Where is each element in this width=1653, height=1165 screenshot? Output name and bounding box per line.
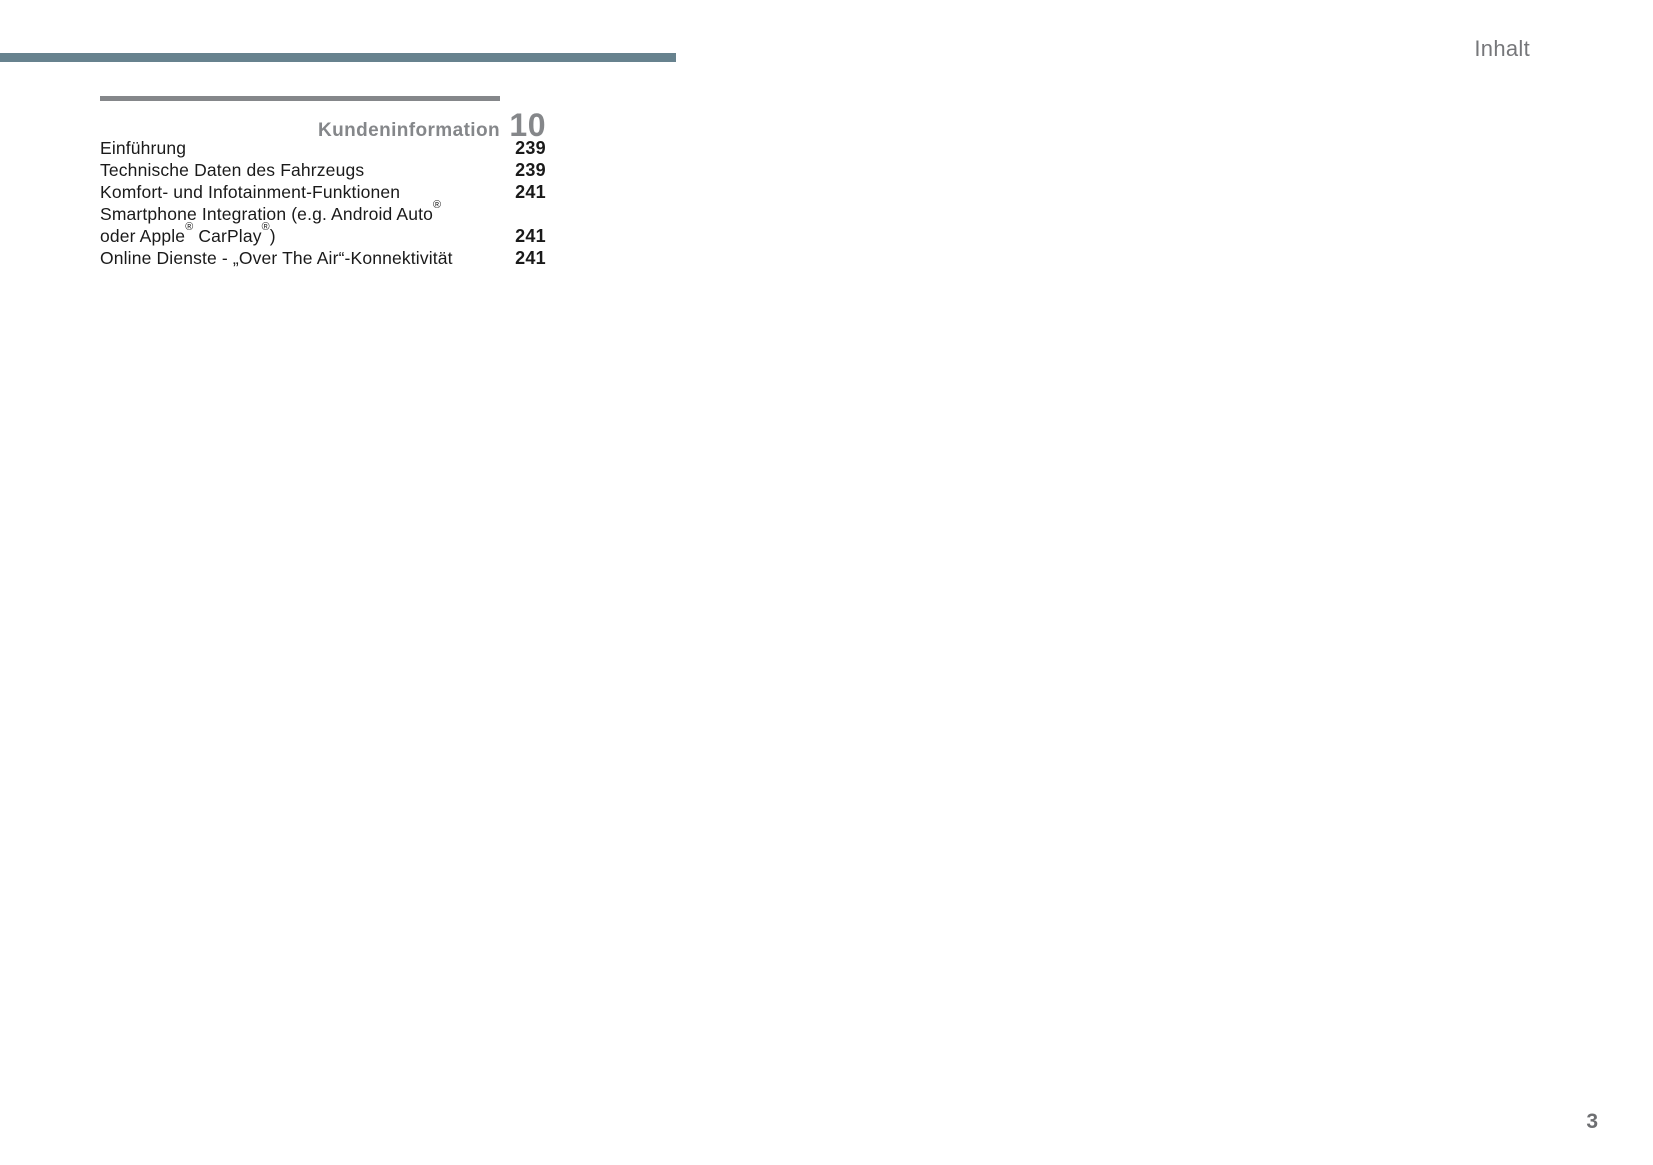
running-head: Inhalt: [1474, 36, 1530, 61]
toc-entry-line: Smartphone Integration (e.g. Android Aut…: [100, 199, 546, 225]
toc-entry: Komfort- und Infotainment-Funktionen 241: [100, 181, 546, 203]
toc-entry-page: 241: [515, 226, 546, 246]
toc-entry-label: Einführung: [100, 138, 187, 158]
toc-entry-page: 239: [515, 160, 546, 180]
toc-entry-label: Technische Daten des Fahrzeugs: [100, 160, 365, 180]
chapter-number: 10: [509, 107, 546, 143]
toc-entry: oder Apple® CarPlay®) 241: [100, 221, 546, 247]
toc-entry-label: Komfort- und Infotainment-Funktionen: [100, 182, 401, 202]
toc-entry: Technische Daten des Fahrzeugs 239: [100, 159, 546, 181]
toc-entry-label: Smartphone Integration (e.g. Android Aut…: [100, 199, 442, 224]
toc-entry-page: 239: [515, 138, 546, 158]
page-number: 3: [1586, 1110, 1598, 1133]
toc-entry-label: Online Dienste - „Over The Air“-Konnekti…: [100, 248, 453, 268]
toc-entry: Online Dienste - „Over The Air“-Konnekti…: [100, 247, 546, 269]
toc-entry: Einführung 239: [100, 137, 546, 159]
toc-entries: Einführung 239 Technische Daten des Fahr…: [100, 137, 546, 269]
chapter-rule: [100, 96, 500, 101]
toc-entry-page: 241: [515, 248, 546, 268]
chapter-heading: Kundeninformation 10: [100, 107, 546, 143]
toc-block: Kundeninformation 10 Einführung 239 Tech…: [100, 96, 546, 269]
toc-entry-page: 241: [515, 182, 546, 202]
accent-bar: [0, 53, 676, 62]
chapter-title: Kundeninformation: [317, 120, 500, 141]
toc-entry-label: oder Apple® CarPlay®): [100, 221, 276, 246]
